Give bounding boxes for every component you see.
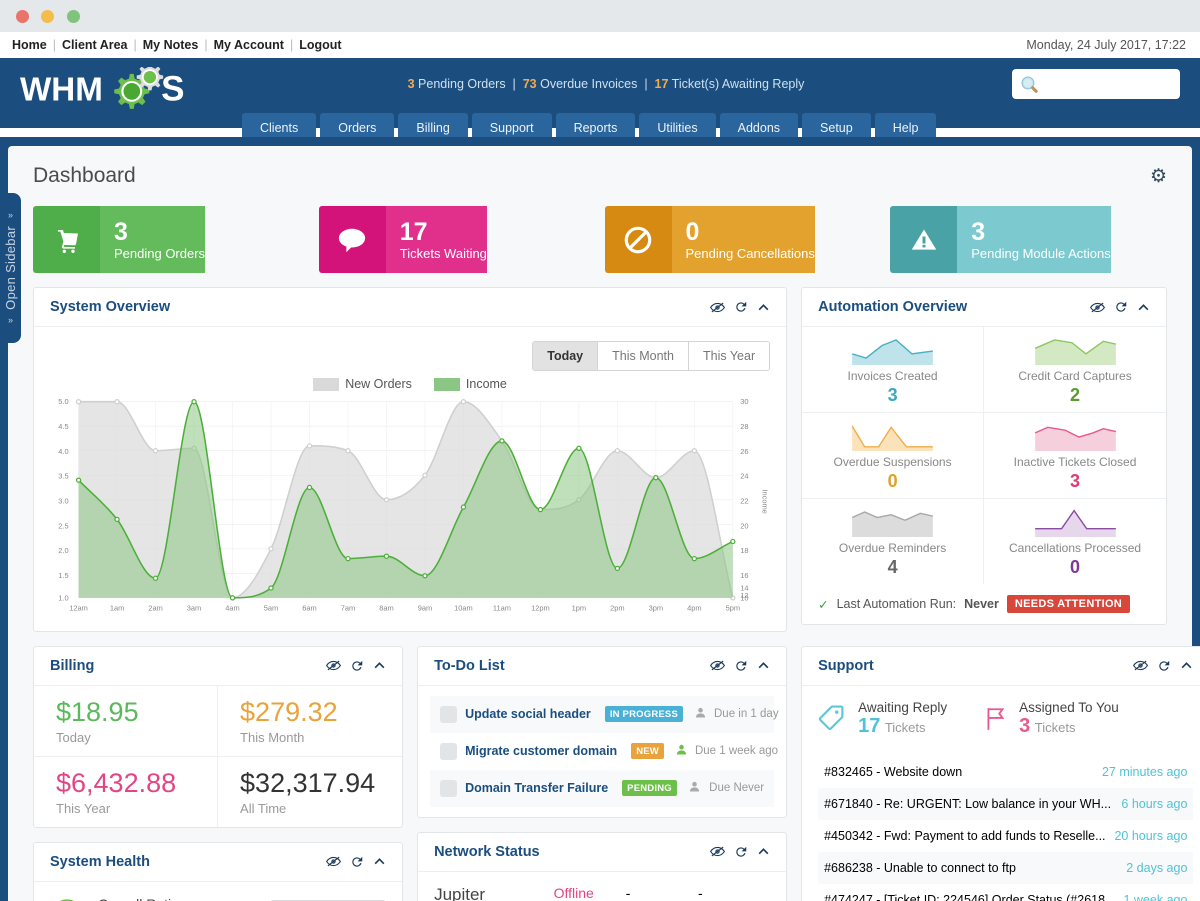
svg-text:2pm: 2pm [610,603,624,612]
svg-text:2.0: 2.0 [58,546,68,555]
svg-text:22: 22 [740,497,748,506]
svg-text:12am: 12am [69,603,88,612]
svg-text:3am: 3am [187,603,201,612]
svg-text:1.0: 1.0 [58,594,68,603]
svg-text:4.0: 4.0 [58,447,68,456]
svg-text:8am: 8am [379,603,393,612]
svg-text:5am: 5am [264,603,278,612]
svg-text:10am: 10am [454,603,473,612]
svg-text:S: S [161,69,184,108]
svg-text:7am: 7am [341,603,355,612]
svg-text:6am: 6am [302,603,316,612]
svg-text:16: 16 [740,571,748,580]
svg-text:12pm: 12pm [531,603,550,612]
svg-text:4.5: 4.5 [58,422,68,431]
svg-text:Income: Income [761,490,770,514]
svg-text:3.0: 3.0 [58,497,68,506]
svg-text:WHM: WHM [20,71,103,108]
svg-text:20: 20 [740,522,748,531]
svg-text:1am: 1am [110,603,124,612]
svg-text:1.5: 1.5 [58,571,68,580]
svg-text:24: 24 [740,472,748,481]
svg-text:5pm: 5pm [726,603,740,612]
svg-text:11am: 11am [493,603,511,612]
svg-text:4pm: 4pm [687,603,701,612]
svg-text:18: 18 [740,546,748,555]
svg-text:10: 10 [740,594,748,603]
svg-text:5.0: 5.0 [58,397,68,406]
svg-text:2am: 2am [148,603,162,612]
svg-text:1pm: 1pm [572,603,586,612]
svg-text:9am: 9am [418,603,432,612]
svg-text:3pm: 3pm [649,603,663,612]
svg-text:26: 26 [740,447,748,456]
svg-text:3.5: 3.5 [58,472,68,481]
svg-text:30: 30 [740,397,748,406]
svg-text:4am: 4am [225,603,239,612]
svg-text:2.5: 2.5 [58,522,68,531]
svg-text:28: 28 [740,422,748,431]
